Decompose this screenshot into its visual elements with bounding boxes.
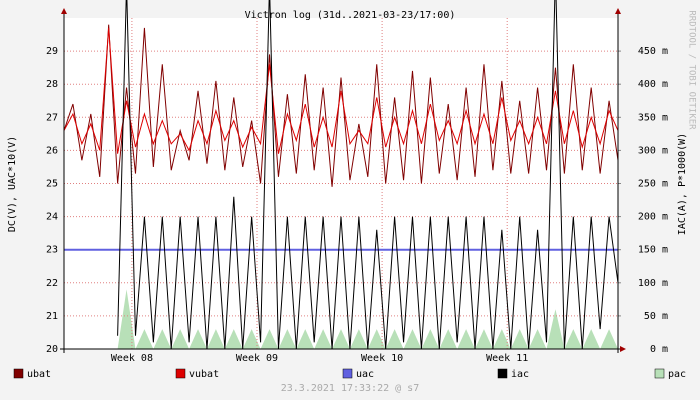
y-axis-label: DC(V), UAC*10(V) [7,136,18,232]
y-tick-label: 29 [46,46,58,57]
x-tick-label: Week 10 [361,353,403,364]
y-tick-label: 22 [46,278,58,289]
axis-arrow [61,8,67,14]
legend-label: iac [511,369,529,380]
y-tick-label: 28 [46,79,58,90]
x-tick-label: Week 09 [236,353,278,364]
footer: 23.3.2021 17:33:22 @ s7 [281,383,419,394]
y-tick-label: 26 [46,145,58,156]
x-tick-label: Week 11 [486,353,528,364]
y2-tick-label: 300 m [638,145,668,156]
y2-tick-label: 350 m [638,112,668,123]
axis-arrow [620,346,626,352]
y-tick-label: 25 [46,179,58,190]
legend-swatch [497,368,508,379]
legend-swatch [175,368,186,379]
series-area [117,289,618,349]
y2-tick-label: 450 m [638,46,668,57]
series-line [63,27,619,154]
y2-tick-label: 200 m [638,212,668,223]
series-line [63,24,619,187]
y-tick-label: 20 [46,344,58,355]
y-tick-label: 24 [46,212,58,223]
chart-title: Victron log (31d..2021-03-23/17:00) [245,10,456,21]
y2-tick-label: 0 m [650,344,668,355]
legend-label: ubat [27,369,51,380]
legend-label: uac [356,369,374,380]
legend-label: vubat [189,369,219,380]
axis-arrow [615,8,621,14]
legend-label: pac [668,369,686,380]
legend-swatch [13,368,24,379]
x-tick-label: Week 08 [111,353,153,364]
legend-swatch [342,368,353,379]
y2-axis-label: IAC(A), P*1000(W) [677,133,688,235]
legend-swatch [654,368,665,379]
y2-tick-label: 100 m [638,278,668,289]
y2-tick-label: 50 m [644,311,668,322]
y2-tick-label: 250 m [638,179,668,190]
y-tick-label: 27 [46,112,58,123]
y2-tick-label: 150 m [638,245,668,256]
y-tick-label: 21 [46,311,58,322]
y2-tick-label: 400 m [638,79,668,90]
y-tick-label: 23 [46,245,58,256]
watermark: RRDTOOL / TOBI OETIKER [687,10,697,130]
